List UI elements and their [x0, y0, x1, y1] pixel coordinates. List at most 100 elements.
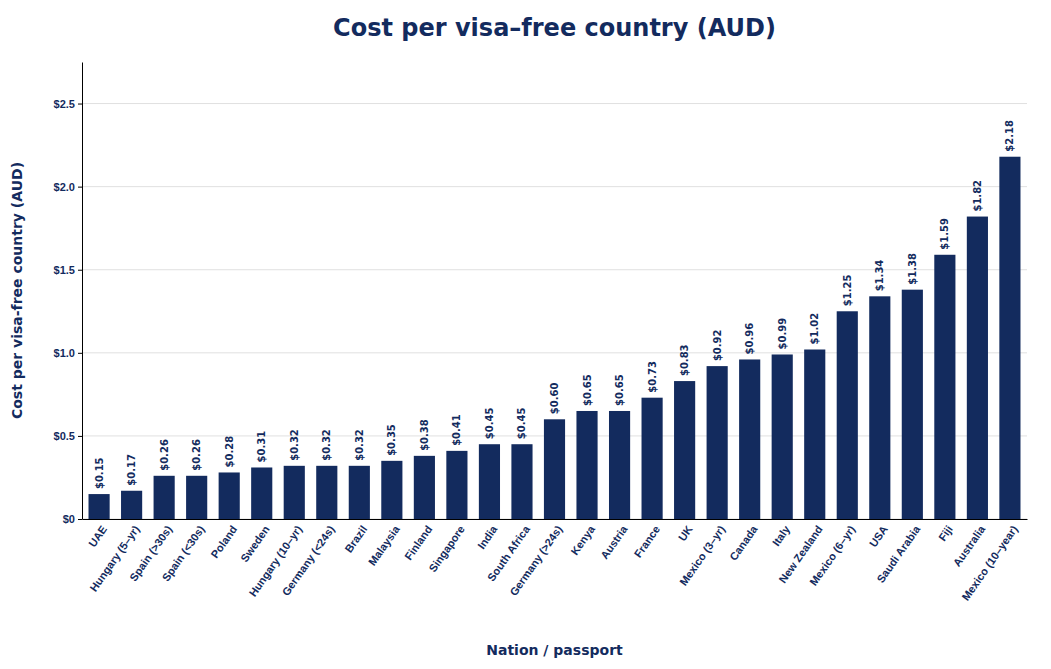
tick-label: Mexico (10–year) [959, 523, 1020, 603]
bar [511, 444, 532, 519]
tick: Saudi Arabia [874, 522, 923, 584]
bar [707, 366, 728, 519]
title: Cost per visa–free country (AUD) [333, 14, 776, 42]
tick-label: Brazil [342, 523, 369, 554]
grid-line [82, 186, 1027, 187]
tick: Germany (<24s) [279, 523, 337, 598]
data-label: $1.34 [874, 260, 885, 292]
bar [739, 359, 760, 519]
tick: Hungary (5–yr) [87, 523, 142, 594]
grid-line [82, 103, 1027, 104]
data-label: $0.99 [777, 318, 788, 350]
tick-label: Spain (<30s) [160, 523, 207, 583]
bars [89, 157, 1021, 519]
bar [219, 472, 240, 519]
tick-mark [78, 519, 82, 520]
tick: Brazil [342, 523, 369, 554]
tick: UK [676, 523, 695, 543]
data-label: $0.41 [451, 414, 462, 446]
bar [869, 296, 890, 519]
tick: Mexico (6–yr) [807, 523, 857, 588]
bar [934, 255, 955, 519]
tick-label: UK [676, 523, 695, 543]
bar [414, 456, 435, 519]
tick-label: Mexico (6–yr) [807, 523, 857, 588]
bar [381, 461, 402, 519]
data-label: $2.18 [1004, 120, 1015, 152]
tick: France [632, 523, 663, 559]
tick-label: Poland [208, 523, 239, 560]
tick-label: Singapore [426, 523, 467, 574]
axis-line [82, 63, 83, 520]
tick-label: $0 [63, 513, 75, 525]
bar [89, 494, 110, 519]
tick: Kenya [568, 522, 597, 557]
tick-label: UAE [86, 523, 109, 549]
bar [576, 411, 597, 519]
tick-mark [78, 436, 82, 437]
bar [446, 451, 467, 519]
bar [674, 381, 695, 519]
data-label: $1.38 [907, 253, 918, 285]
y-axis-title: Cost per visa-free country (AUD) [9, 162, 25, 419]
tick-label: Mexico (3–yr) [677, 523, 727, 588]
data-label: $0.32 [289, 429, 300, 461]
tick: Singapore [426, 523, 467, 574]
tick-label: Finland [402, 523, 434, 562]
x-axis: UAEHungary (5–yr)Spain (>30s)Spain (<30s… [83, 520, 1028, 603]
data-label: $0.35 [386, 424, 397, 456]
data-label: $1.02 [809, 313, 820, 345]
tick-label: Germany (<24s) [279, 523, 337, 598]
data-label: $0.32 [321, 429, 332, 461]
tick: $2.0 [54, 181, 82, 193]
tick: Canada [727, 522, 760, 562]
tick-label: Germany (>24s) [507, 523, 565, 598]
data-label: $1.59 [939, 218, 950, 250]
bar [967, 217, 988, 519]
data-label: $1.82 [972, 180, 983, 212]
data-label: $0.32 [354, 429, 365, 461]
tick: $0.5 [54, 430, 82, 442]
tick: Finland [402, 523, 434, 562]
chart-container: $0$0.5$1.0$1.5$2.0$2.5UAEHungary (5–yr)S… [0, 0, 1051, 669]
tick-mark [78, 187, 82, 188]
tick: Italy [770, 522, 793, 548]
tick: Fiji [936, 523, 955, 543]
tick: Poland [208, 523, 239, 560]
tick-label: Saudi Arabia [874, 522, 923, 584]
data-label: $0.73 [647, 361, 658, 393]
data-label: $0.38 [419, 419, 430, 451]
tick: USA [867, 523, 890, 549]
tick-label: $1.0 [54, 347, 75, 359]
bar [999, 157, 1020, 519]
tick: India [475, 522, 500, 551]
tick: $2.5 [54, 98, 82, 110]
data-label: $0.65 [582, 374, 593, 406]
y-axis: $0 $0.5 $1.0 $1.5 $2.0 $2.5 [54, 63, 83, 526]
bar [642, 398, 663, 519]
tick-label: Austria [598, 522, 630, 561]
tick-mark [78, 353, 82, 354]
tick-label: India [475, 522, 500, 551]
bar [544, 419, 565, 519]
tick: $1.5 [54, 264, 82, 276]
data-label: $0.17 [126, 454, 137, 486]
tick-label: $2.0 [54, 181, 75, 193]
tick-label: Italy [770, 522, 793, 548]
tick: Mexico (10–year) [959, 523, 1020, 603]
data-label: $0.60 [549, 383, 560, 415]
data-label: $0.96 [744, 323, 755, 355]
bar [154, 476, 175, 519]
data-label: $0.26 [159, 439, 170, 471]
tick: Mexico (3–yr) [677, 523, 727, 588]
data-label: $0.31 [256, 431, 267, 463]
data-label: $0.45 [516, 408, 527, 440]
tick: $0 [63, 513, 82, 525]
tick-label: Sweden [238, 523, 272, 564]
data-label: $0.15 [94, 457, 105, 489]
tick: Sweden [238, 523, 272, 564]
tick-label: $2.5 [54, 98, 75, 110]
tick-label: Malaysia [366, 522, 403, 567]
data-labels: $0.15$0.17$0.26$0.26$0.28$0.31$0.32$0.32… [94, 120, 1016, 489]
bar [772, 354, 793, 519]
